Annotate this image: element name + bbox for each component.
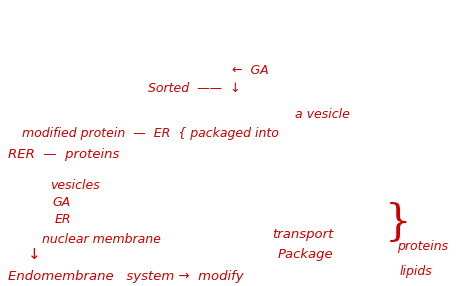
Text: transport: transport [272,228,333,241]
Text: ↓: ↓ [28,247,41,262]
Text: nuclear membrane: nuclear membrane [42,233,161,246]
Text: ER: ER [55,213,72,226]
Text: lipids: lipids [400,265,433,278]
Text: RER  —  proteins: RER — proteins [8,148,119,161]
Text: Endomembrane   system →  modify: Endomembrane system → modify [8,270,244,283]
Text: vesicles: vesicles [50,179,100,192]
Text: modified protein  —  ER  { packaged into: modified protein — ER { packaged into [22,127,279,140]
Text: a vesicle: a vesicle [295,108,350,121]
Text: }: } [385,202,411,244]
Text: Package: Package [278,248,334,261]
Text: ←  GA: ← GA [232,64,269,77]
Text: proteins: proteins [397,240,448,253]
Text: Sorted  ——  ↓: Sorted —— ↓ [148,82,241,95]
Text: GA: GA [52,196,70,209]
